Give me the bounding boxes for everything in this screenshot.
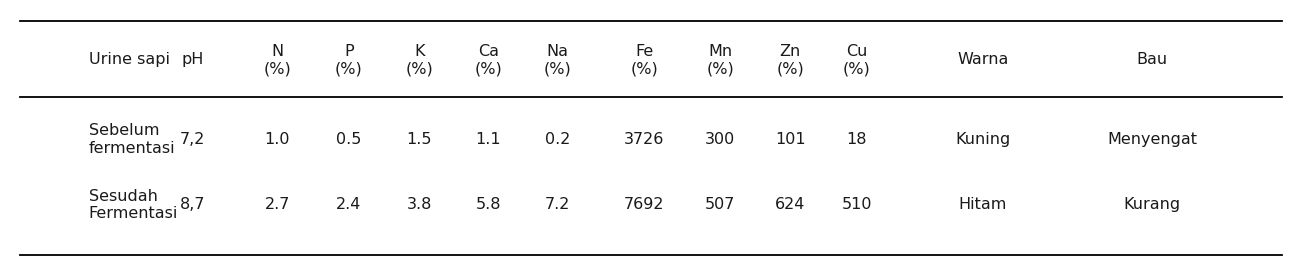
- Text: Sebelum
fermentasi: Sebelum fermentasi: [89, 123, 176, 156]
- Text: 7.2: 7.2: [544, 197, 570, 212]
- Text: pH: pH: [181, 52, 204, 67]
- Text: 5.8: 5.8: [475, 197, 501, 212]
- Text: N
(%): N (%): [263, 44, 292, 76]
- Text: Ca
(%): Ca (%): [474, 44, 503, 76]
- Text: Na
(%): Na (%): [543, 44, 572, 76]
- Text: Mn
(%): Mn (%): [706, 44, 734, 76]
- Text: 300: 300: [704, 132, 736, 147]
- Text: Sesudah
Fermentasi: Sesudah Fermentasi: [89, 189, 178, 221]
- Text: 101: 101: [775, 132, 806, 147]
- Text: Kuning: Kuning: [956, 132, 1010, 147]
- Text: 507: 507: [704, 197, 736, 212]
- Text: 3.8: 3.8: [406, 197, 432, 212]
- Text: 7692: 7692: [624, 197, 665, 212]
- Text: Urine sapi: Urine sapi: [89, 52, 169, 67]
- Text: P
(%): P (%): [335, 44, 363, 76]
- Text: 2.4: 2.4: [336, 197, 362, 212]
- Text: Bau: Bau: [1137, 52, 1168, 67]
- Text: 0.2: 0.2: [544, 132, 570, 147]
- Text: 1.0: 1.0: [264, 132, 290, 147]
- Text: Warna: Warna: [957, 52, 1009, 67]
- Text: Hitam: Hitam: [958, 197, 1008, 212]
- Text: 3726: 3726: [624, 132, 665, 147]
- Text: Fe
(%): Fe (%): [630, 44, 659, 76]
- Text: 7,2: 7,2: [180, 132, 206, 147]
- Text: 0.5: 0.5: [336, 132, 362, 147]
- Text: K
(%): K (%): [405, 44, 434, 76]
- Text: 624: 624: [775, 197, 806, 212]
- Text: 2.7: 2.7: [264, 197, 290, 212]
- Text: 8,7: 8,7: [180, 197, 206, 212]
- Text: 18: 18: [846, 132, 867, 147]
- Text: Kurang: Kurang: [1124, 197, 1181, 212]
- Text: Menyengat: Menyengat: [1107, 132, 1198, 147]
- Text: 510: 510: [841, 197, 872, 212]
- Text: 1.5: 1.5: [406, 132, 432, 147]
- Text: Zn
(%): Zn (%): [776, 44, 805, 76]
- Text: Cu
(%): Cu (%): [842, 44, 871, 76]
- Text: 1.1: 1.1: [475, 132, 501, 147]
